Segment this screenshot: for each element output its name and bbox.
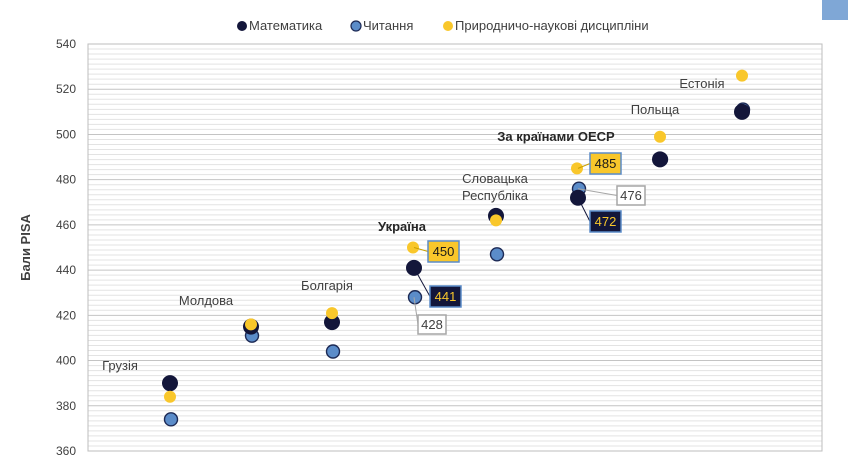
data-label: 450	[433, 244, 455, 259]
category-label: Болгарія	[301, 278, 353, 293]
legend-marker	[443, 21, 453, 31]
category-label: За країнами ОЕСР	[497, 129, 615, 144]
category-label-line: Естонія	[679, 76, 724, 91]
math-point	[734, 103, 750, 120]
callout-box	[429, 285, 462, 308]
category-label-line: Грузія	[102, 358, 138, 373]
y-tick-label: 540	[56, 37, 76, 51]
y-axis-label: Бали PISA	[18, 214, 33, 281]
data-label: 428	[421, 317, 443, 332]
legend-label: Математика	[249, 18, 323, 33]
category-label-line: Польща	[631, 102, 680, 117]
y-tick-label: 400	[56, 354, 76, 368]
callout-leader	[577, 188, 618, 196]
callout-leader	[413, 267, 431, 297]
data-label-callout: 441	[413, 267, 462, 308]
science-point	[736, 69, 748, 82]
science-point	[571, 162, 583, 175]
science-point	[654, 130, 666, 143]
category-label: Словацька Республіка	[462, 171, 529, 203]
math-point	[652, 151, 668, 168]
category-label-line: Словацька	[462, 171, 529, 186]
y-tick-label: 480	[56, 173, 76, 187]
plot-frame	[87, 43, 823, 452]
data-label: 441	[435, 289, 457, 304]
legend-marker	[350, 20, 362, 32]
callout-box	[589, 210, 622, 233]
science-point	[326, 307, 338, 320]
data-label: 476	[620, 188, 642, 203]
legend: Математика Читання Природничо-наукові дисц…	[237, 18, 649, 33]
data-label-callout: 428	[413, 297, 447, 335]
legend-label: Природничо-наукові дисципліни	[455, 18, 649, 33]
y-tick-label: 360	[56, 444, 76, 458]
science-point	[164, 390, 176, 403]
science-point	[407, 241, 419, 254]
data-label-callout: 476	[577, 185, 646, 206]
y-tick-label: 440	[56, 263, 76, 277]
science-point	[490, 214, 502, 227]
category-label: Україна	[378, 219, 427, 234]
legend-marker	[237, 21, 247, 31]
category-label: Молдова	[179, 293, 234, 308]
reading-point	[489, 247, 505, 262]
data-label-callout: 485	[577, 152, 622, 175]
y-tick-label: 460	[56, 218, 76, 232]
y-tick-label: 420	[56, 308, 76, 322]
data-label-callout: 450	[413, 240, 460, 263]
math-point	[162, 375, 178, 392]
data-label: 485	[595, 156, 617, 171]
category-label: Естонія	[679, 76, 724, 91]
y-tick-label: 380	[56, 399, 76, 413]
category-label: Грузія	[102, 358, 138, 373]
callout-box	[417, 314, 447, 335]
math-point	[324, 314, 340, 331]
category-label-line: Республіка	[462, 188, 529, 203]
legend-label: Читання	[363, 18, 413, 33]
category-label-line: Молдова	[179, 293, 234, 308]
reading-point	[325, 344, 341, 359]
category-label-line: За країнами ОЕСР	[497, 129, 615, 144]
callout-leader	[577, 163, 591, 169]
reading-point	[163, 412, 179, 427]
callout-box	[427, 240, 460, 263]
corner-tab	[822, 0, 848, 20]
category-label: Польща	[631, 102, 680, 117]
data-label-callout: 472	[577, 197, 622, 233]
callout-leader	[577, 197, 591, 222]
category-label-line: Україна	[378, 219, 427, 234]
y-tick-label: 520	[56, 82, 76, 96]
callout-leader	[413, 247, 429, 252]
y-tick-label: 500	[56, 127, 76, 141]
data-label: 472	[595, 214, 617, 229]
category-label-line: Болгарія	[301, 278, 353, 293]
callout-box	[616, 185, 646, 206]
science-point	[245, 318, 257, 331]
callout-box	[589, 152, 622, 175]
